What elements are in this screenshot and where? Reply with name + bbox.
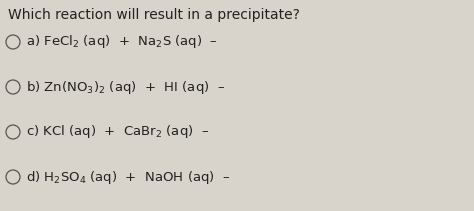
Text: b) Zn(NO$_3$)$_2$ (aq)  +  HI (aq)  –: b) Zn(NO$_3$)$_2$ (aq) + HI (aq) – xyxy=(26,78,225,96)
Text: a) FeCl$_2$ (aq)  +  Na$_2$S (aq)  –: a) FeCl$_2$ (aq) + Na$_2$S (aq) – xyxy=(26,34,218,50)
Text: c) KCl (aq)  +  CaBr$_2$ (aq)  –: c) KCl (aq) + CaBr$_2$ (aq) – xyxy=(26,123,209,141)
Text: Which reaction will result in a precipitate?: Which reaction will result in a precipit… xyxy=(8,8,300,22)
Text: d) H$_2$SO$_4$ (aq)  +  NaOH (aq)  –: d) H$_2$SO$_4$ (aq) + NaOH (aq) – xyxy=(26,169,230,185)
